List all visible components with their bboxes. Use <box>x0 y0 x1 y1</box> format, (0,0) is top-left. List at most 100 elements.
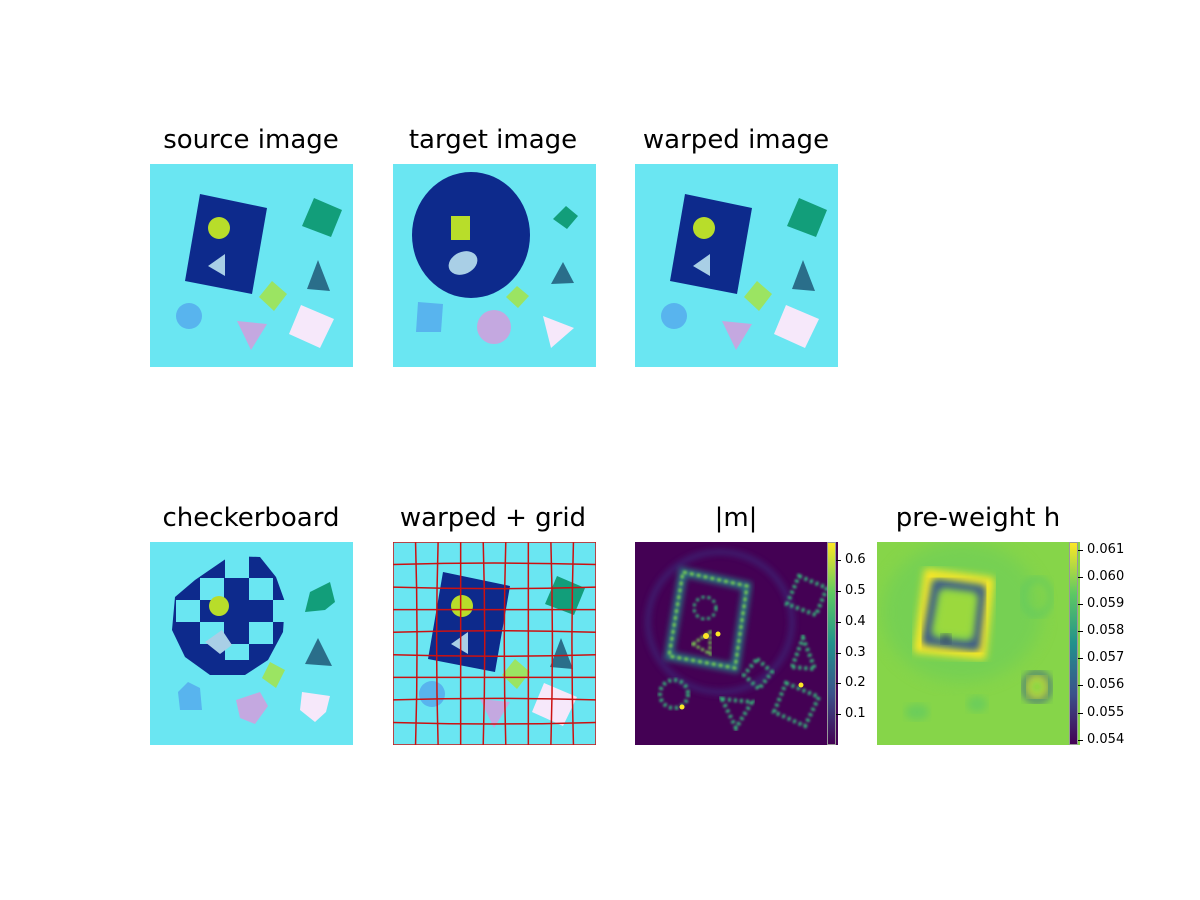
target-image <box>393 164 596 367</box>
blue-circle <box>419 681 445 707</box>
source-image-title: source image <box>163 125 339 155</box>
checker-cell <box>273 600 287 622</box>
colorbar-tick-mark <box>1078 550 1083 552</box>
warped-grid-panel <box>393 542 596 745</box>
pink-square <box>774 305 819 348</box>
diamond-edge <box>741 656 775 692</box>
light-ellipse <box>448 251 478 275</box>
checker-cell <box>225 556 249 578</box>
checkerboard-title: checkerboard <box>162 503 340 533</box>
slate-triangle <box>307 260 330 291</box>
colorbar-tick-label: 0.3 <box>845 644 866 660</box>
slate-triangle <box>305 638 332 666</box>
colorbar-tick-mark <box>1078 685 1083 687</box>
hotspot <box>679 704 685 710</box>
checkerboard-panel <box>150 542 353 745</box>
m-magnitude-panel <box>635 542 838 745</box>
dark-spot <box>941 634 951 644</box>
green-diamond <box>259 281 287 311</box>
colorbar-tick-mark <box>1078 604 1083 606</box>
light-triangle <box>208 254 225 276</box>
colorbar-tick-label: 0.1 <box>845 706 866 722</box>
slate-triangle <box>792 260 815 291</box>
rect-edge <box>667 570 749 670</box>
colorbar-tick-mark <box>836 591 841 593</box>
warped-image-title: warped image <box>642 125 830 155</box>
blue-circle <box>661 303 687 329</box>
colorbar-tick-label: 0.061 <box>1087 542 1125 558</box>
source-image <box>150 164 353 367</box>
preweight-h-panel <box>877 542 1080 745</box>
grid-line-horizontal <box>393 586 596 590</box>
warped-grid-title: warped + grid <box>399 503 587 533</box>
circle-edge <box>692 595 718 621</box>
pink-square <box>532 683 577 726</box>
dark-rectangle <box>428 572 510 672</box>
colorbar-tick-label: 0.058 <box>1087 623 1125 639</box>
grid-line-vertical <box>435 542 439 745</box>
yellow-edge <box>913 568 995 660</box>
checker-cell <box>200 578 224 600</box>
teal-square <box>302 198 342 237</box>
dark-rectangle <box>185 194 267 294</box>
blue-circle-edge <box>658 678 690 710</box>
pink-square <box>289 305 334 348</box>
target-image-panel <box>393 164 596 367</box>
grid-line-horizontal <box>393 654 596 658</box>
colorbar-tick-mark <box>1078 712 1083 714</box>
inner-plateau <box>933 590 977 638</box>
hotspot <box>798 682 804 688</box>
grid-line-vertical <box>414 542 418 745</box>
grid-line-horizontal <box>393 697 596 701</box>
grid-line-horizontal <box>393 721 596 725</box>
triangle-edge <box>690 629 712 657</box>
checker-cell <box>225 644 249 660</box>
lavender-triangle <box>480 699 510 728</box>
lavender-triangle <box>237 321 267 350</box>
faint-ring <box>1026 675 1048 699</box>
dark-rectangle <box>670 194 752 294</box>
checker-cell <box>249 622 273 644</box>
grid-line-vertical <box>482 542 486 745</box>
faint-spot <box>905 704 929 720</box>
lime-circle <box>208 217 230 239</box>
colorbar-tick-label: 0.054 <box>1087 731 1125 747</box>
colorbar-tick-mark <box>1078 631 1083 633</box>
warped-image-panel <box>635 164 838 367</box>
colorbar-tick-label: 0.6 <box>845 552 866 568</box>
colorbar-tick-mark <box>836 714 841 716</box>
faint-ring <box>1021 577 1053 617</box>
lime-circle <box>693 217 715 239</box>
colorbar-tick-label: 0.060 <box>1087 569 1125 585</box>
colorbar-tick-label: 0.5 <box>845 583 866 599</box>
ring-halo <box>645 549 795 695</box>
pink-triangle <box>543 316 574 348</box>
dark-edge <box>921 578 986 652</box>
light-triangle <box>451 632 468 654</box>
lime-circle <box>451 595 473 617</box>
lime-circle <box>209 596 229 616</box>
colorbar-tick-mark <box>836 560 841 562</box>
colorbar-tick-mark <box>1078 577 1083 579</box>
hotspot <box>715 631 721 637</box>
light-triangle <box>693 254 710 276</box>
colorbar-tick-label: 0.057 <box>1087 650 1125 666</box>
green-shape <box>262 662 285 688</box>
faint-ring <box>1022 671 1052 703</box>
hotspot <box>703 633 709 639</box>
lavender-triangle <box>722 321 752 350</box>
colorbar-tick-mark <box>1078 658 1083 660</box>
slate-triangle <box>551 262 574 284</box>
green-diamond <box>502 659 530 689</box>
teal-square <box>787 198 827 237</box>
preweight-h-heatmap <box>877 542 1080 745</box>
preweight-h-colorbar <box>1069 542 1078 745</box>
teal-square <box>545 576 585 615</box>
colorbar-tick-label: 0.2 <box>845 675 866 691</box>
colorbar-tick-label: 0.4 <box>845 613 866 629</box>
grid-line-vertical <box>550 542 554 745</box>
warped-grid-image <box>393 542 596 745</box>
dark-ellipse <box>412 172 530 298</box>
deformation-grid <box>393 542 596 745</box>
colorbar-tick-mark <box>1078 739 1083 741</box>
